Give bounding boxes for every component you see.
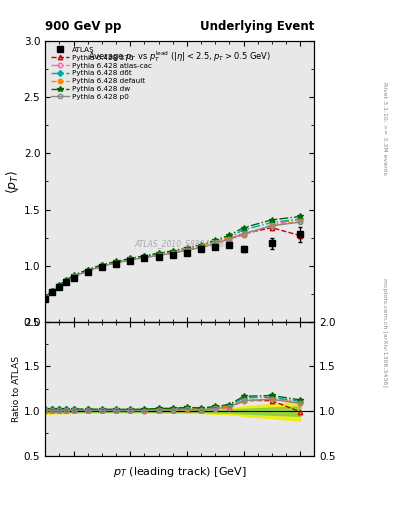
Text: ATLAS_2010_S8894728: ATLAS_2010_S8894728 — [135, 239, 225, 248]
Text: mcplots.cern.ch [arXiv:1306.3436]: mcplots.cern.ch [arXiv:1306.3436] — [382, 279, 387, 387]
Y-axis label: Ratio to ATLAS: Ratio to ATLAS — [12, 356, 21, 422]
Legend: ATLAS, Pythia 6.428 370, Pythia 6.428 atlas-cac, Pythia 6.428 d6t, Pythia 6.428 : ATLAS, Pythia 6.428 370, Pythia 6.428 at… — [49, 45, 154, 102]
Text: Underlying Event: Underlying Event — [200, 20, 314, 33]
Text: Rivet 3.1.10, >= 3.3M events: Rivet 3.1.10, >= 3.3M events — [382, 81, 387, 175]
Y-axis label: $\langle p_T \rangle$: $\langle p_T \rangle$ — [4, 169, 21, 194]
Text: Average $p_T$ vs $p_T^{\rm lead}$ ($|\eta| < 2.5$, $p_T > 0.5$ GeV): Average $p_T$ vs $p_T^{\rm lead}$ ($|\et… — [88, 49, 271, 65]
Text: 900 GeV pp: 900 GeV pp — [45, 20, 121, 33]
X-axis label: $p_T$ (leading track) [GeV]: $p_T$ (leading track) [GeV] — [113, 465, 247, 479]
